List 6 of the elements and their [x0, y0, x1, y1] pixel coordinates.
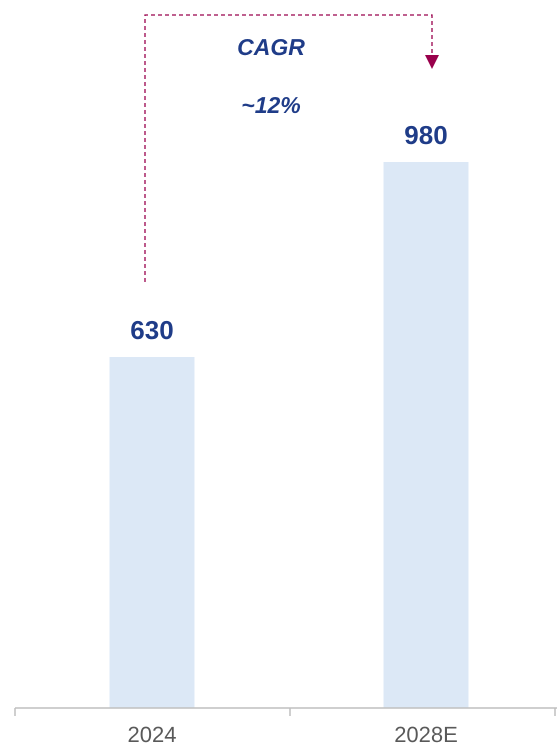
text: ~12%: [241, 92, 301, 118]
x-tick-label: 2028E: [394, 722, 458, 747]
x-tick-label: 2024: [128, 722, 176, 747]
text: CAGR: [237, 34, 306, 60]
data-label: 980: [404, 120, 448, 150]
data-label: 630: [130, 315, 174, 345]
